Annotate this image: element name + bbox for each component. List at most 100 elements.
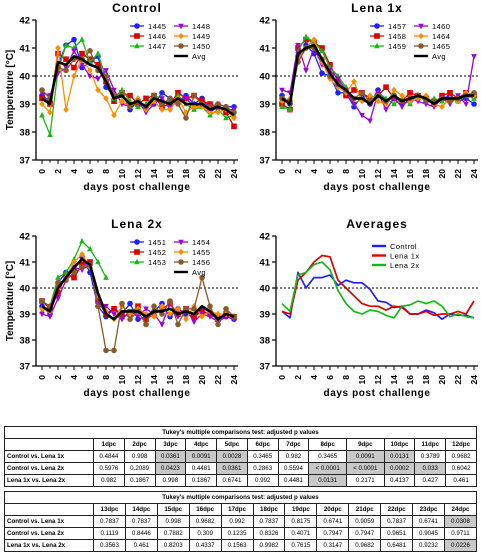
y-tick-label: 37 — [259, 156, 270, 167]
data-point — [55, 290, 61, 296]
data-point — [167, 310, 173, 318]
x-axis-label: days post challenge — [84, 388, 191, 399]
data-point — [191, 306, 197, 312]
x-tick-label: 16 — [405, 375, 415, 385]
data-point — [335, 90, 341, 96]
legend-marker — [134, 258, 140, 265]
x-tick-label: 2 — [53, 169, 63, 174]
data-point — [471, 90, 477, 96]
x-tick-label: 18 — [181, 169, 191, 179]
table-cell: 0.7837 — [380, 515, 414, 528]
table-cell: 0.3465 — [246, 450, 279, 463]
table-cell: 0.4071 — [284, 527, 318, 540]
table-column-header: 23dpc — [412, 503, 445, 516]
x-tick-label: 8 — [341, 169, 351, 174]
data-point — [367, 92, 373, 99]
data-point — [159, 106, 165, 113]
series-line — [41, 55, 235, 117]
legend-marker — [374, 23, 380, 29]
x-tick-label: 0 — [277, 375, 287, 380]
table-column-header: 7dpc — [277, 438, 310, 451]
table-cell: 0.1235 — [220, 527, 254, 540]
x-tick-label: 6 — [325, 169, 335, 174]
chart-title: Averages — [346, 217, 408, 231]
series-avg — [41, 55, 235, 117]
table-cell: 0.6741 — [316, 515, 350, 528]
series-lena-1x — [281, 254, 475, 317]
y-tick-label: 42 — [259, 232, 270, 243]
table-cell: 0.3465 — [308, 450, 347, 463]
data-point — [183, 306, 189, 312]
data-point — [159, 303, 165, 310]
table-cell: 0.992 — [220, 515, 254, 528]
legend-label: 1448 — [192, 22, 210, 31]
data-point — [63, 41, 69, 48]
x-tick-label: 22 — [213, 169, 223, 179]
table-cell: 0.4481 — [185, 462, 218, 475]
table-row: Control vs. Lena 2x 0.1119 0.8446 0.7882 0.3… — [4, 527, 478, 540]
data-point — [463, 101, 469, 108]
data-point — [39, 111, 45, 118]
x-tick-label: 24 — [229, 375, 239, 385]
table-cell: 0.7947 — [348, 527, 382, 540]
table-title: Tukey's multiple comparisons test: adjus… — [4, 491, 477, 504]
data-point — [407, 90, 413, 96]
data-point — [183, 115, 189, 121]
data-point — [207, 314, 213, 320]
table-cell: 0.4844 — [93, 450, 125, 463]
y-tick-label: 40 — [19, 72, 30, 83]
table-cell: < 0.0001 — [308, 462, 347, 475]
x-tick-label: 14 — [149, 169, 159, 179]
data-point — [319, 47, 325, 54]
legend-label: 1451 — [148, 238, 166, 247]
data-point — [223, 306, 229, 312]
y-tick-label: 41 — [259, 258, 270, 269]
table-column-header: 10dpc — [383, 438, 416, 451]
data-point — [351, 87, 357, 93]
table-cell: 0.998 — [123, 450, 156, 463]
table-title: Tukey's multiple comparisons test: adjus… — [4, 426, 477, 439]
x-tick-label: 8 — [101, 169, 111, 174]
legend-marker — [178, 248, 184, 256]
legend-marker — [178, 239, 184, 246]
legend-label: 1458 — [388, 32, 406, 41]
data-point — [183, 316, 189, 323]
table-column-header: 19dpc — [284, 503, 318, 516]
data-point — [383, 107, 389, 113]
data-point — [471, 101, 477, 107]
table-cell: 0.2089 — [123, 462, 156, 475]
x-tick-label: 0 — [37, 375, 47, 380]
data-point — [303, 36, 309, 43]
legend-label: 1457 — [388, 22, 406, 31]
table-column-header: 2dpc — [123, 438, 156, 451]
data-point — [399, 104, 405, 111]
data-point — [63, 56, 69, 62]
table-cell: 0.5594 — [277, 462, 310, 475]
data-point — [95, 258, 101, 265]
data-point — [215, 101, 221, 107]
table-cell: 0.998 — [156, 515, 190, 528]
table-cell: 0.0423 — [154, 462, 187, 475]
table-column-header: 17dpc — [220, 503, 254, 516]
x-tick-label: 2 — [53, 375, 63, 380]
data-point — [143, 110, 149, 116]
data-point — [447, 98, 453, 104]
series-lena-2x — [281, 261, 475, 319]
data-point — [127, 316, 133, 323]
table-cell: 0.4481 — [277, 474, 310, 487]
data-point — [135, 314, 141, 320]
series-line — [281, 271, 475, 321]
x-tick-label: 14 — [149, 375, 159, 385]
table-column-header: 15dpc — [156, 503, 190, 516]
table-cell: 0.8446 — [124, 527, 158, 540]
data-point — [199, 98, 205, 104]
data-point — [319, 70, 325, 76]
table-cell: 0.9045 — [412, 527, 445, 540]
data-point — [111, 98, 117, 104]
data-point — [199, 308, 205, 315]
table-column-header: 14dpc — [124, 503, 158, 516]
x-tick-label: 10 — [357, 169, 367, 179]
